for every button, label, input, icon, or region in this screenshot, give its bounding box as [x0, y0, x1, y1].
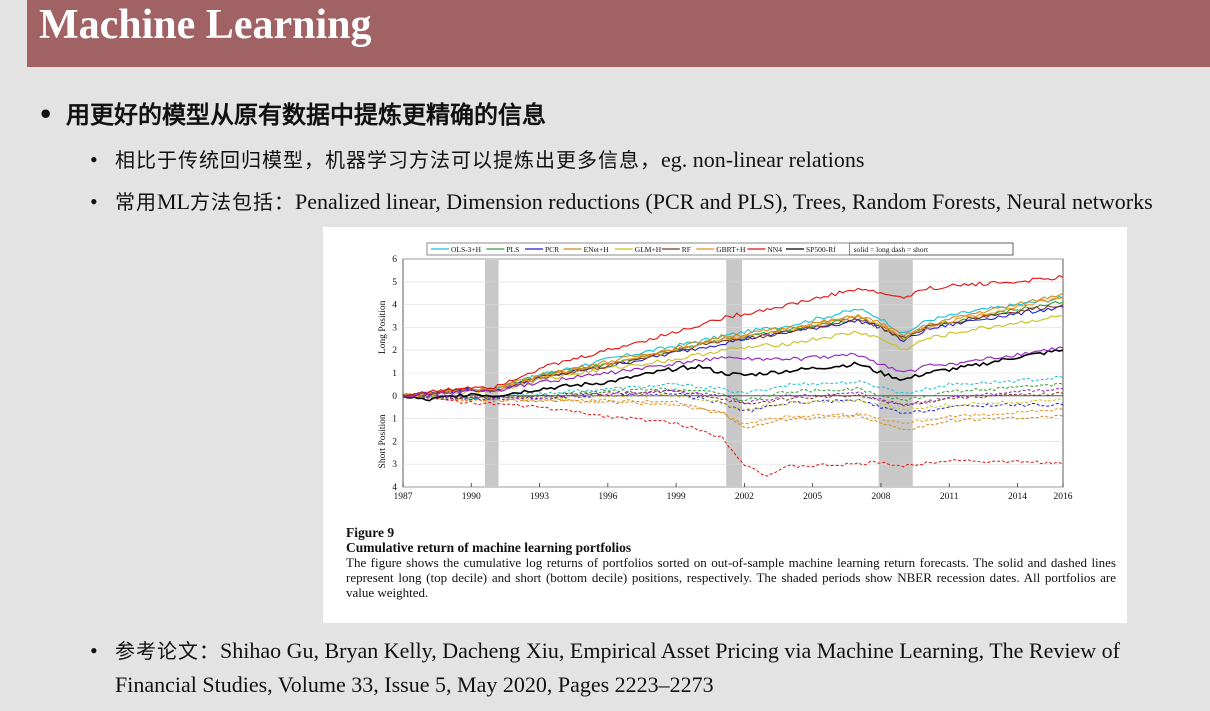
y-tick-label: 6: [392, 255, 397, 265]
series-long-line: [402, 292, 1064, 398]
series-long-line: [402, 315, 1064, 398]
x-tick-label: 2005: [803, 492, 822, 502]
legend-entry: SP500-Rf: [806, 245, 836, 254]
figure-label: Figure 9: [346, 525, 395, 540]
y-tick-label: 2: [392, 437, 397, 447]
series-short-line: [402, 387, 1064, 407]
bullet-glyph: •: [90, 147, 98, 172]
series-short-line: [402, 395, 1064, 425]
sub2-en: ML: [157, 189, 190, 214]
x-tick-label: 1987: [394, 492, 413, 502]
x-tick-label: 1999: [667, 492, 686, 502]
series-long-line: [402, 346, 1064, 399]
legend-note: solid = long dash = short: [854, 245, 929, 254]
x-tick-label: 1990: [462, 492, 481, 502]
main-bullet-text: 用更好的模型从原有数据中提炼更精确的信息: [66, 100, 546, 129]
x-tick-label: 2008: [871, 492, 890, 502]
legend-entry: NN4: [767, 245, 782, 254]
sub2-rest: Penalized linear, Dimension reductions (…: [295, 189, 1153, 214]
bullet-glyph: •: [90, 189, 98, 214]
sub2-cn2: 方法包括：: [190, 190, 295, 214]
cumulative-return-chart: 1987 1990 1993 1996 1999 2002 2005 2008 2011 2014…: [378, 242, 1073, 502]
figure-title: Cumulative return of machine learning po…: [346, 540, 632, 555]
legend-entry: GBRT+H: [716, 245, 746, 254]
x-tick-label: 2002: [735, 492, 754, 502]
bullet-glyph: •: [38, 100, 54, 129]
y-tick-label: 4: [392, 301, 397, 311]
figure-text: The figure shows the cumulative log retu…: [346, 555, 1116, 600]
legend-note-box: [849, 242, 1014, 256]
y-tick-label: 4: [392, 483, 397, 493]
figure-panel: 1987 1990 1993 1996 1999 2002 2005 2008 2011 2014…: [323, 227, 1127, 623]
x-tick-label: 2011: [940, 492, 959, 502]
legend-entry: RF: [682, 245, 691, 254]
x-tick-label: 2014: [1008, 492, 1027, 502]
series-long-line: [402, 349, 1064, 402]
series-short-line: [402, 389, 1064, 406]
bullet-glyph: •: [90, 638, 98, 663]
slide-title: Machine Learning: [39, 2, 372, 48]
title-bar: Machine Learning: [27, 0, 1210, 67]
y-tick-label: 3: [392, 460, 397, 470]
sub3-cn: 参考论文：: [115, 639, 220, 663]
y-tick-label: 1: [392, 369, 397, 379]
y-label-long: Long Position: [378, 300, 388, 354]
series-long-line: [402, 297, 1064, 398]
x-tick-label: 1993: [530, 492, 549, 502]
y-tick-label: 3: [392, 323, 397, 333]
y-label-short: Short Position: [378, 414, 388, 468]
y-tick-label: 2: [392, 346, 397, 356]
legend-entry: PLS: [506, 245, 519, 254]
y-tick-label: 0: [392, 392, 397, 402]
sub1-en: eg. non-linear relations: [661, 147, 865, 172]
sub2-cn: 常用: [115, 190, 157, 214]
y-tick-label: 1: [392, 415, 397, 425]
legend-entry: GLM+H: [635, 245, 662, 254]
legend-entry: OLS-3+H: [451, 245, 482, 254]
figure-caption: Figure 9 Cumulative return of machine le…: [346, 525, 1116, 600]
legend-entry: PCR: [545, 245, 559, 254]
sub3-rest: Shihao Gu, Bryan Kelly, Dacheng Xiu, Emp…: [115, 638, 1120, 697]
y-tick-label: 5: [392, 278, 397, 288]
series-short-line: [402, 382, 1064, 402]
sub1-cn: 相比于传统回归模型，机器学习方法可以提炼出更多信息，: [115, 148, 661, 172]
series-long-line: [402, 274, 1064, 397]
x-tick-label: 2016: [1054, 492, 1073, 502]
series-short-line: [402, 394, 1064, 477]
x-tick-label: 1996: [598, 492, 617, 502]
legend-entry: ENet+H: [584, 245, 610, 254]
series-short-line: [403, 393, 1064, 412]
